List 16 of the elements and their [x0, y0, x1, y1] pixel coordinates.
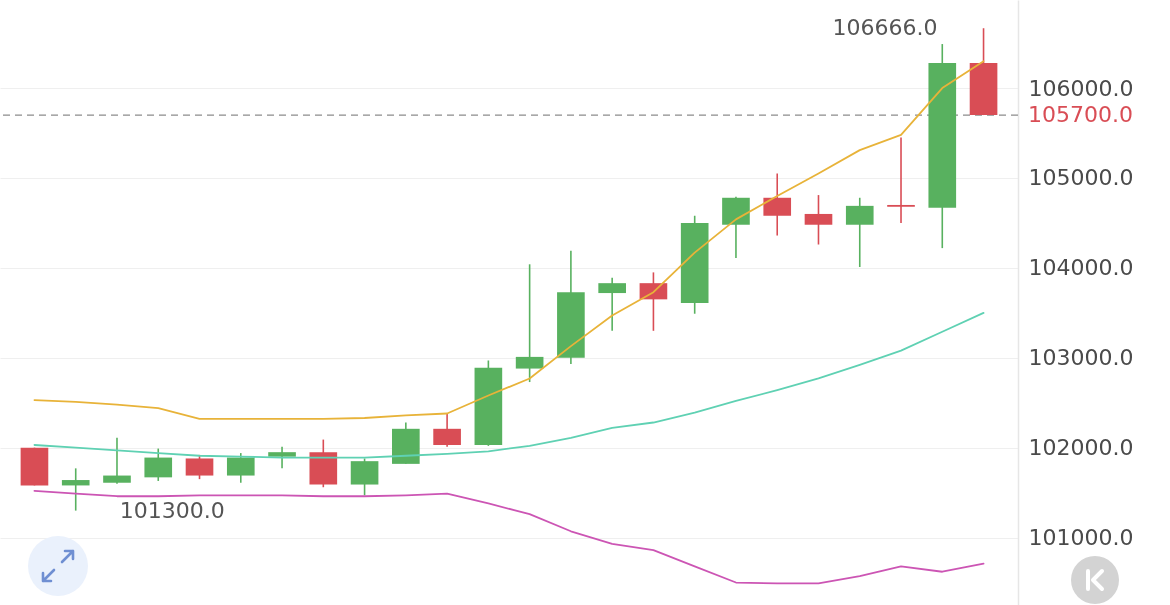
candlestick: [887, 136, 915, 224]
y-tick-label: 103000.0: [1028, 345, 1134, 371]
y-tick-label: 106000.0: [1028, 75, 1134, 101]
line-series: [33, 489, 985, 585]
line-series: [33, 60, 985, 420]
y-tick-label: 101000.0: [1028, 525, 1134, 551]
y-tick-label: 105000.0: [1028, 165, 1134, 191]
y-tick-label: 102000.0: [1028, 435, 1134, 461]
candlestick: [103, 436, 131, 485]
annotation: 106666.0: [832, 15, 938, 41]
line-series: [33, 311, 985, 459]
y-tick-label: 104000.0: [1028, 255, 1134, 281]
annotation: 101300.0: [119, 497, 225, 523]
candlestick: [515, 263, 544, 383]
candlestick: [61, 467, 90, 512]
ref-line-label: 105700.0: [1028, 102, 1133, 128]
